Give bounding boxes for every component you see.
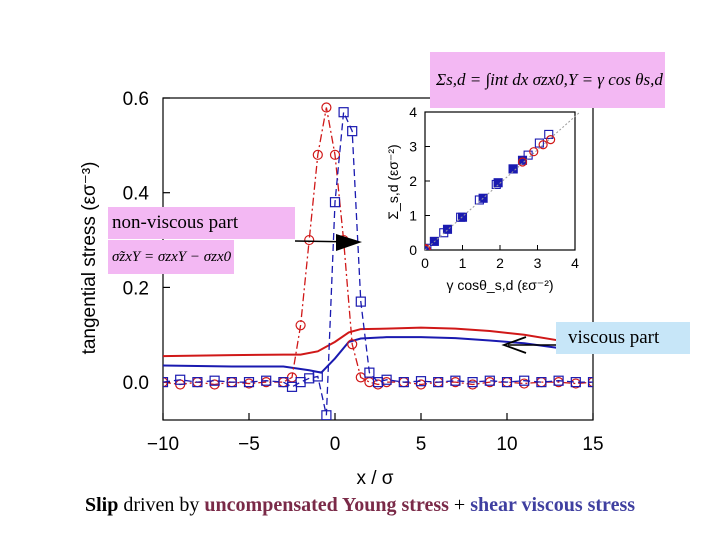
x-axis-label: x / σ [356,468,393,489]
inset-point-open-square [544,129,554,139]
inset-point-circle [529,147,539,157]
inset-y-tick-label: 2 [409,173,417,189]
data-point-square [570,377,581,388]
series-line-blue-dashed-squares [163,109,593,416]
nonviscous-label: non-viscous part [108,207,295,239]
inset-point-circle [538,140,548,150]
data-point-square [321,410,332,420]
inset-reference-line [424,111,581,251]
data-point-square [243,377,255,388]
inset-y-tick-label: 4 [409,104,417,120]
slide-caption: Slip driven by uncompensated Young stres… [0,494,720,517]
data-point-square [295,377,306,388]
data-point-square [163,377,169,388]
y-tick-label: 0.6 [123,89,149,110]
data-point-square [519,375,530,386]
data-point-circle [304,234,315,246]
data-point-square [398,377,409,388]
x-tick-label: −5 [238,434,260,455]
x-tick-label: −10 [147,434,179,455]
data-point-square [484,375,495,386]
data-point-square [364,367,375,378]
x-tick-label: 15 [582,434,603,455]
data-point-square [381,374,392,385]
data-point-circle [321,102,332,113]
data-point-circle [347,339,358,350]
nonviscous-arrow [294,234,362,251]
data-point-square [536,377,547,388]
data-point-square [226,377,237,388]
inset-y-tick-label: 0 [409,242,417,258]
data-point-square [467,377,478,388]
data-point-square [347,126,358,137]
data-point-square [312,371,323,382]
data-point-square [433,377,444,388]
inset-point-circle [546,135,556,145]
y-tick-label: 0.4 [123,184,150,205]
inset-point-filled-square [442,224,453,234]
data-point-square [286,381,298,392]
y-tick-label: 0.2 [123,278,149,299]
young-stress-equation: Σs,d = ∫int dx σzx0,Y = γ cos θs,d [430,52,665,108]
data-point-circle [312,149,323,160]
caption-plus: + [448,494,471,516]
inset-x-tick-label: 1 [459,255,467,271]
y-axis-label: tangential stress (εσ⁻³) [79,162,100,355]
data-point-square [338,107,349,118]
inset-x-tick-label: 0 [421,255,429,271]
data-point-square [415,376,427,387]
x-tick-label: 0 [330,434,341,455]
caption-shear-stress: shear viscous stress [470,494,636,516]
viscous-label: viscous part [556,322,690,354]
inset-y-tick-label: 3 [409,139,417,155]
inset-x-label: γ cosθ_s,d (εσ⁻²) [446,277,553,293]
inset-point-filled-square [508,164,518,174]
caption-driven-by: driven by [118,494,205,516]
caption-slip: Slip [84,494,119,516]
inset-point-filled-square [493,178,503,188]
inset-x-tick-label: 2 [496,255,504,271]
data-point-square [501,377,513,388]
inset-point-circle [517,157,528,167]
nonviscous-equation: σ̃zxY = σzxY − σzx0 [108,240,234,274]
data-point-square [261,375,272,386]
data-point-square [553,375,564,386]
x-tick-label: 10 [496,434,517,455]
data-point-square [355,296,366,307]
data-point-square [587,377,593,388]
x-tick-label: 5 [416,434,427,455]
data-point-square [329,197,341,208]
inset-y-label: Σ_s,d (εσ⁻²) [385,144,401,219]
data-point-square [450,375,461,386]
data-point-square [192,377,203,388]
inset-y-tick-label: 1 [409,208,417,224]
inset-x-tick-label: 4 [571,255,579,271]
data-point-circle [329,149,341,160]
y-tick-label: 0.0 [123,373,149,394]
caption-young-stress: uncompensated Young stress [204,494,449,516]
data-point-circle [295,320,306,331]
viscous-arrow [501,336,556,354]
data-point-circle [364,377,375,388]
series-line-red-solid [163,326,593,358]
data-point-square [175,374,186,385]
data-point-square [209,375,220,386]
inset-x-tick-label: 3 [534,255,542,271]
